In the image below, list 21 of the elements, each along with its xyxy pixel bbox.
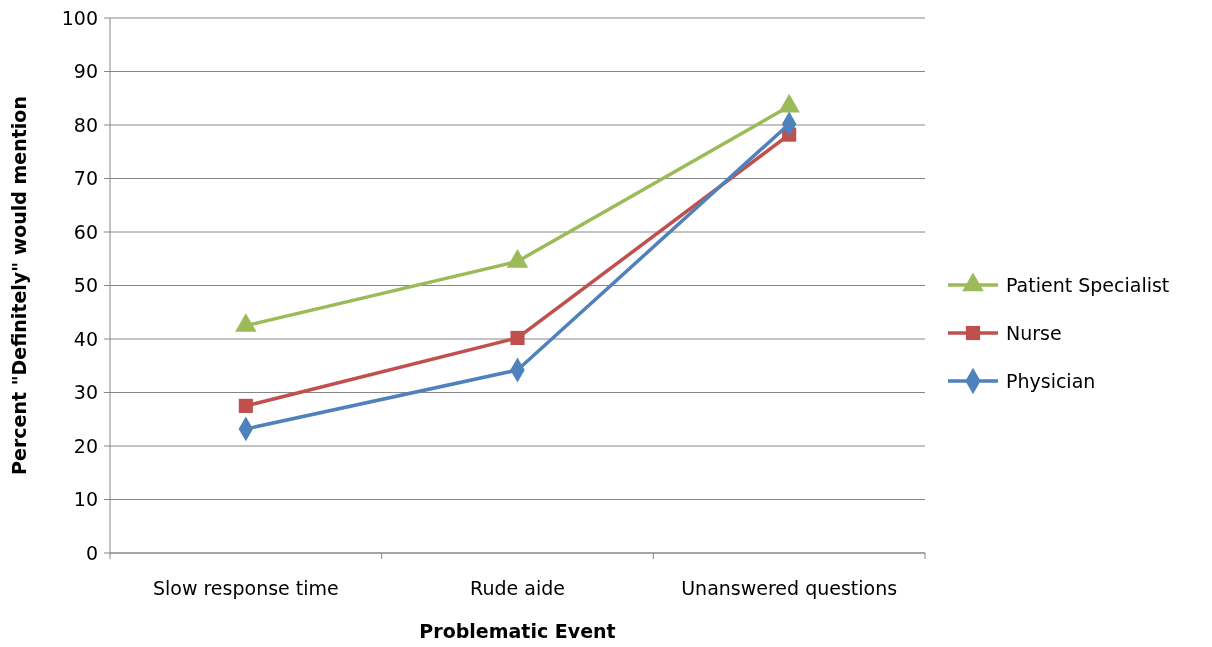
legend-label: Physician — [1006, 369, 1096, 392]
y-tick-label: 80 — [73, 113, 98, 136]
x-tick-label: Rude aide — [470, 577, 565, 599]
x-axis-title: Problematic Event — [419, 620, 616, 642]
y-tick-label: 20 — [73, 434, 98, 457]
y-axis-title: Percent "Definitely" would mention — [8, 96, 30, 475]
y-tick-label: 30 — [73, 381, 98, 404]
y-tick-label: 0 — [85, 541, 98, 564]
y-tick-label: 100 — [61, 6, 98, 29]
point — [510, 330, 525, 345]
x-tick-label: Unanswered questions — [681, 577, 898, 599]
legend-label: Nurse — [1006, 321, 1062, 344]
legend-label: Patient Specialist — [1006, 273, 1170, 296]
y-tick-label: 50 — [73, 274, 98, 297]
y-tick-label: 10 — [73, 488, 98, 511]
y-tick-label: 40 — [73, 327, 98, 350]
x-tick-label: Slow response time — [152, 577, 339, 599]
point — [238, 398, 253, 413]
y-tick-label: 70 — [73, 167, 98, 190]
y-tick-label: 90 — [73, 60, 98, 83]
y-tick-label: 60 — [73, 220, 98, 243]
